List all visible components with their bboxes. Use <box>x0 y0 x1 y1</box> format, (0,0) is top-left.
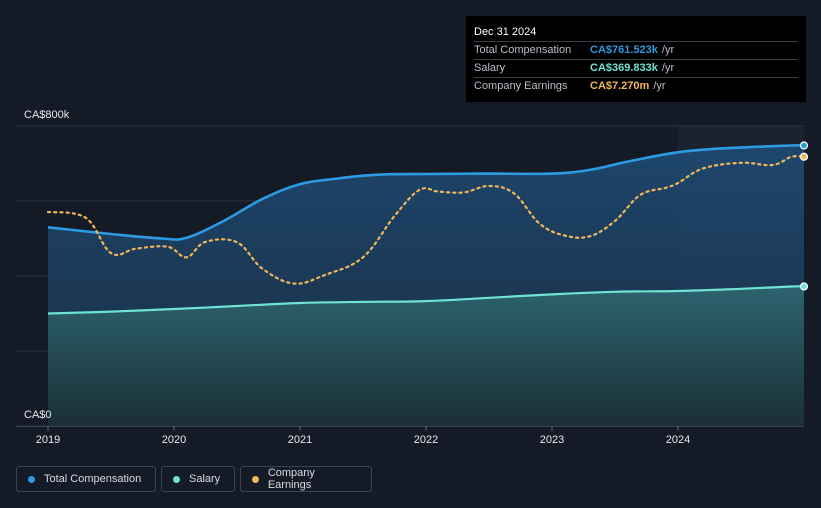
x-tick-label: 2020 <box>162 434 186 446</box>
company-earnings-line <box>46 155 806 285</box>
tooltip-unit: /yr <box>661 62 675 74</box>
x-tick-label: 2019 <box>36 434 60 446</box>
salary-end-marker[interactable] <box>799 282 809 291</box>
tooltip-label: Salary <box>474 62 506 74</box>
tooltip-date: Dec 31 2024 <box>474 26 537 38</box>
tooltip-row-salary: Salary CA$369.833k /yr <box>474 59 798 77</box>
tooltip-unit: /yr <box>653 80 666 92</box>
x-tick-label: 2021 <box>288 434 312 446</box>
tooltip-row-total-compensation: Total Compensation CA$761.523k /yr <box>474 41 798 59</box>
legend-label: Total Compensation <box>44 473 142 485</box>
y-axis-top-label: CA$800k <box>24 109 70 121</box>
x-tick-label: 2024 <box>666 434 690 446</box>
legend-item-total-compensation[interactable]: Total Compensation <box>16 466 156 492</box>
tooltip-value: CA$761.523k <box>590 44 658 56</box>
salary-line <box>47 285 805 315</box>
tooltip: Dec 31 2024 Total Compensation CA$761.52… <box>466 16 806 102</box>
tooltip-row-company-earnings: Company Earnings CA$7.270m /yr <box>474 77 798 95</box>
tooltip-label: Company Earnings <box>474 80 568 92</box>
x-axis-ticks: 2019 2020 2021 2022 2023 2024 <box>36 426 690 446</box>
total-compensation-end-marker[interactable] <box>799 141 809 150</box>
tooltip-label: Total Compensation <box>474 44 572 56</box>
y-axis-bottom-label: CA$0 <box>24 409 52 421</box>
legend-item-company-earnings[interactable]: Company Earnings <box>240 466 372 492</box>
company-earnings-end-marker[interactable] <box>799 152 809 161</box>
tooltip-value: CA$369.833k <box>590 62 658 74</box>
legend: Total Compensation Salary Company Earnin… <box>16 466 372 492</box>
tooltip-unit: /yr <box>661 44 675 56</box>
legend-item-salary[interactable]: Salary <box>161 466 235 492</box>
total-compensation-line <box>47 143 805 241</box>
x-tick-label: 2022 <box>414 434 438 446</box>
x-tick-label: 2023 <box>540 434 564 446</box>
legend-dot-icon <box>252 475 259 483</box>
salary-area <box>48 286 804 426</box>
legend-label: Salary <box>189 473 221 485</box>
legend-dot-icon <box>28 475 35 483</box>
legend-label: Company Earnings <box>267 467 315 491</box>
tooltip-value: CA$7.270m <box>590 80 650 92</box>
legend-dot-icon <box>173 475 180 483</box>
